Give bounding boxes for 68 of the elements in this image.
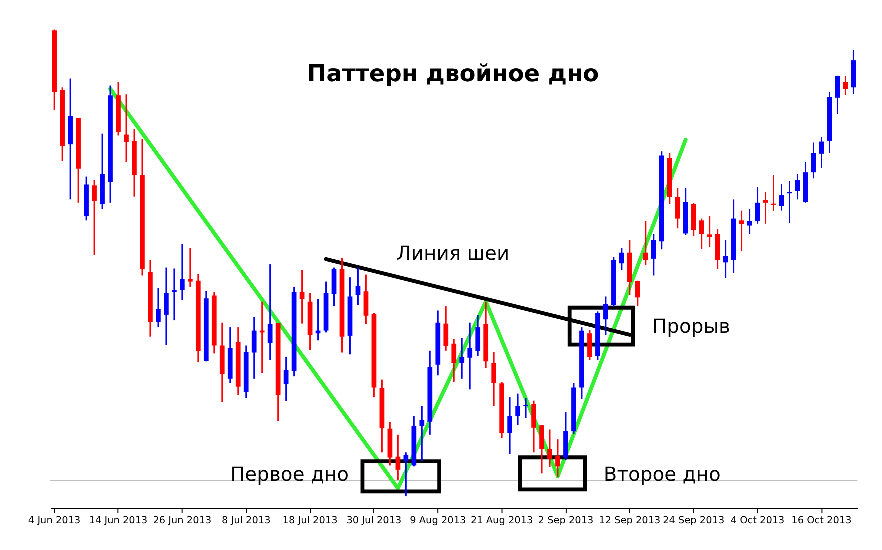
- x-tick-label: 2 Sep 2013: [538, 515, 594, 526]
- candlestick: [516, 393, 520, 426]
- candlestick: [252, 316, 257, 380]
- candlestick: [755, 186, 760, 225]
- x-tick-label: 16 Oct 2013: [792, 515, 852, 526]
- candlestick: [651, 233, 656, 276]
- x-tick-label: 9 Aug 2013: [410, 515, 466, 526]
- candlestick: [404, 452, 409, 498]
- x-tick-label: 30 Jul 2013: [346, 515, 402, 526]
- x-tick-label: 14 Jun 2013: [89, 515, 148, 526]
- candlestick: [787, 180, 792, 224]
- candlestick: [739, 210, 744, 252]
- candlestick: [444, 306, 449, 352]
- candlestick: [620, 247, 624, 271]
- candlestick: [556, 438, 560, 478]
- text: Паттерн двойное дно: [307, 59, 600, 88]
- annotation: Первое дно: [230, 462, 350, 486]
- candlestick: [835, 75, 840, 115]
- candlestick: [843, 75, 848, 96]
- candlestick: [356, 267, 361, 306]
- candlestick: [124, 94, 129, 164]
- candlestick: [164, 267, 169, 346]
- candlestick: [172, 268, 177, 322]
- candlestick: [420, 406, 425, 462]
- candlestick: [524, 398, 528, 419]
- candlestick: [723, 240, 728, 279]
- candlestick: [771, 174, 776, 212]
- x-tick-label: 26 Jun 2013: [153, 515, 212, 526]
- candlestick: [540, 424, 544, 474]
- candlestick: [492, 352, 497, 408]
- candlestick: [635, 280, 640, 308]
- candlestick: [763, 191, 768, 225]
- candlestick: [476, 314, 481, 358]
- candlestick: [284, 356, 289, 402]
- candlestick: [643, 220, 648, 266]
- candlestick: [548, 429, 552, 468]
- candlestick: [747, 208, 752, 235]
- annotation: Прорыв: [652, 315, 731, 338]
- x-tick-label: 12 Sep 2013: [599, 515, 661, 526]
- x-tick-label: 18 Jul 2013: [282, 515, 338, 526]
- candlestick: [468, 322, 473, 390]
- x-tick-label: 8 Jul 2013: [222, 515, 271, 526]
- candlestick: [156, 288, 161, 328]
- candlestick: [779, 184, 784, 212]
- candlestick: [396, 434, 401, 481]
- candlestick: [180, 244, 185, 302]
- candlestick: [532, 400, 536, 454]
- candlestick: [604, 296, 608, 336]
- candlestick: [188, 247, 193, 288]
- candlestick: [460, 338, 465, 380]
- x-tick-label: 4 Oct 2013: [730, 515, 785, 526]
- candlestick: [300, 269, 305, 325]
- annotation: Линия шеи: [396, 242, 510, 266]
- candlestick: [675, 187, 680, 230]
- x-tick-label: 21 Aug 2013: [470, 515, 534, 526]
- candlestick: [795, 174, 800, 200]
- candlestick: [508, 396, 512, 456]
- candlestick: [92, 180, 97, 256]
- candlestick: [819, 136, 824, 169]
- candlestick: [588, 330, 592, 361]
- x-tick-label: 24 Sep 2013: [663, 515, 725, 526]
- candlestick: [452, 338, 457, 383]
- x-tick-label: 4 Jun 2013: [28, 515, 81, 526]
- candlestick: [707, 216, 712, 248]
- annotation: Второе дно: [604, 462, 721, 486]
- candlestick: [699, 218, 704, 250]
- candlestick: [268, 264, 273, 361]
- candlestick: [811, 142, 816, 180]
